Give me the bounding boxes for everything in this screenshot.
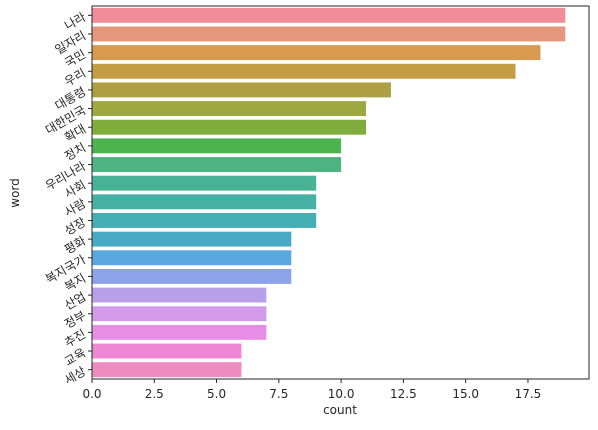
x-axis-title: count	[323, 403, 357, 417]
y-tick-label: 나라	[62, 10, 88, 33]
x-axis: 0.0 2.5 5.0 7.5 10.0 12.5 15.0 17.5	[82, 379, 541, 401]
y-tick-label: 정치	[62, 140, 88, 163]
x-tick-label: 12.5	[390, 387, 417, 401]
x-tick-label: 17.5	[515, 387, 542, 401]
bar-14	[92, 268, 292, 284]
y-axis-title: word	[8, 178, 22, 208]
bar-17	[92, 324, 267, 340]
y-tick-label: 우리	[62, 66, 88, 89]
bar-15	[92, 287, 267, 303]
y-tick-label: 세상	[62, 364, 88, 387]
bar-3	[92, 63, 516, 79]
plot-frame	[91, 5, 590, 380]
bar-5	[92, 101, 367, 117]
bar-2	[92, 45, 541, 61]
bar-18	[92, 343, 242, 359]
x-tick-label: 15.0	[452, 387, 479, 401]
bar-13	[92, 250, 292, 266]
bar-11	[92, 213, 317, 228]
bar-4	[92, 82, 391, 98]
bars-group	[92, 7, 566, 378]
y-tick-label: 사람	[62, 196, 88, 219]
x-tick-label: 10.0	[328, 387, 355, 401]
bar-9	[92, 175, 317, 191]
bar-19	[92, 362, 242, 378]
y-axis: 나라일자리국민우리대통령대한민국확대정치우리나라사회사람성장평화복지국가복지산업…	[43, 10, 92, 387]
x-tick-label: 0.0	[82, 387, 101, 401]
y-tick-label: 산업	[62, 290, 88, 313]
bar-7	[92, 138, 342, 154]
bar-10	[92, 194, 317, 210]
bar-8	[92, 157, 342, 172]
y-tick-label: 성장	[62, 215, 88, 238]
x-tick-label: 7.5	[269, 387, 288, 401]
bar-0	[92, 7, 566, 23]
bar-12	[92, 231, 292, 247]
bar-6	[92, 119, 367, 135]
bar-16	[92, 306, 267, 322]
x-tick-label: 5.0	[207, 387, 226, 401]
y-tick-label: 추진	[62, 327, 88, 350]
bar-1	[92, 26, 566, 42]
y-tick-label: 정부	[62, 308, 88, 331]
x-tick-label: 2.5	[145, 387, 164, 401]
y-tick-label: 교육	[62, 346, 88, 369]
y-tick-label: 평화	[62, 234, 88, 257]
